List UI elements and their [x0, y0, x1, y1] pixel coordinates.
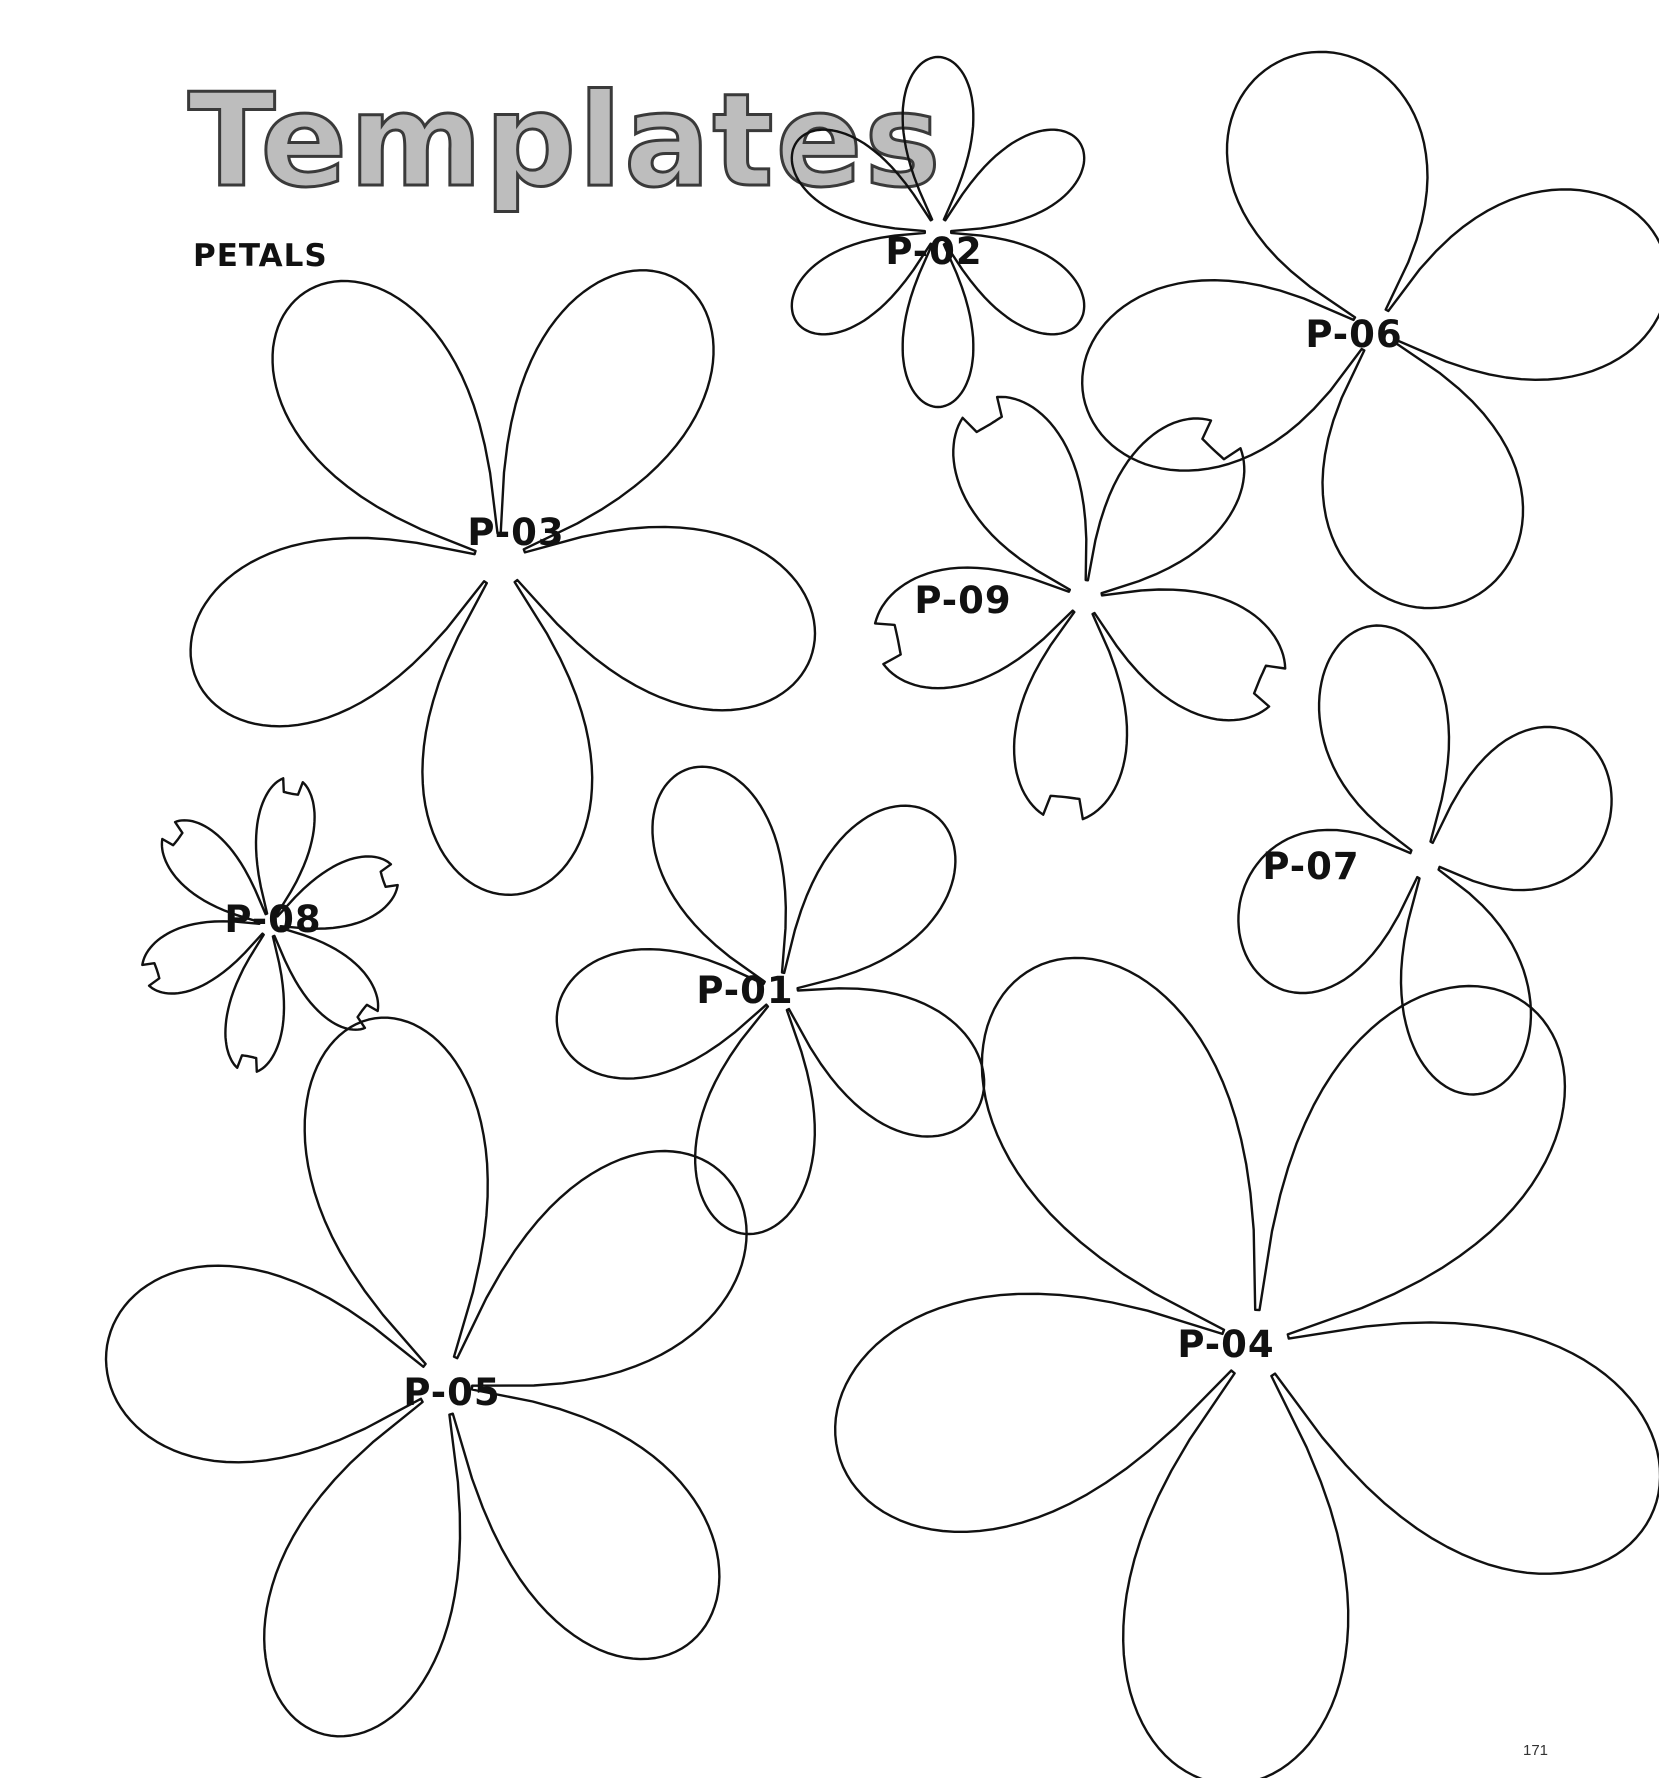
- template-label-p-05: P-05: [403, 1371, 500, 1414]
- petal-template-p-09-outline: [873, 395, 1287, 821]
- petal-template-p-06-outline: [1081, 50, 1659, 610]
- template-label-p-08: P-08: [224, 898, 321, 941]
- template-label-p-06: P-06: [1305, 313, 1402, 356]
- template-label-p-07: P-07: [1262, 845, 1359, 888]
- petal-template-p-03-outline: [189, 269, 817, 896]
- page-number: 171: [1523, 1742, 1549, 1759]
- template-label-p-03: P-03: [467, 511, 564, 554]
- template-label-p-04: P-04: [1177, 1323, 1274, 1366]
- template-label-p-01: P-01: [696, 969, 793, 1012]
- template-label-p-09: P-09: [914, 579, 1011, 622]
- petal-template-p-05-outline: [104, 1016, 748, 1738]
- template-label-p-02: P-02: [885, 230, 982, 273]
- petal-template-p-02-outline: [790, 55, 1086, 409]
- petal-template-p-04-outline: [834, 956, 1659, 1778]
- petal-template-p-08-outline: [141, 777, 399, 1073]
- petal-template-p-07-outline: [1237, 624, 1613, 1096]
- section-subtitle: PETALS: [193, 238, 328, 274]
- page-title: Templates: [187, 67, 943, 216]
- petal-template-p-01-outline: [555, 765, 986, 1236]
